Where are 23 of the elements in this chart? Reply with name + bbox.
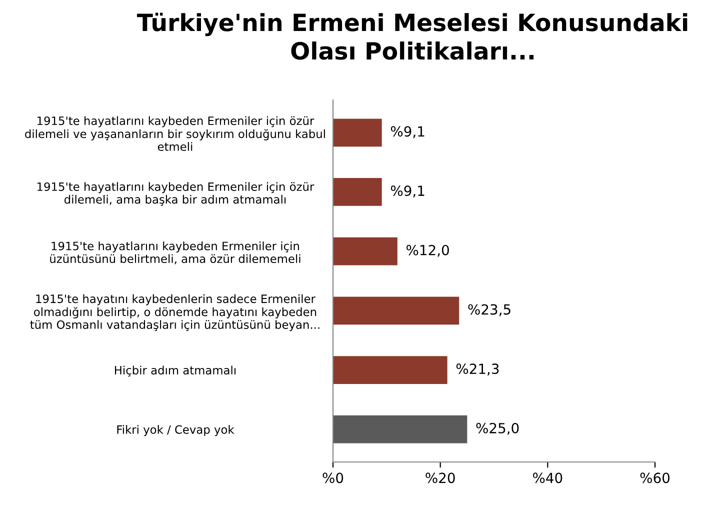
data-label: %9,1 (390, 126, 424, 138)
bar (333, 356, 448, 384)
x-tick-label: %60 (640, 472, 670, 484)
y-tick-label: 1915'te hayatlarını kaybeden Ermeniler için üzüntüsünü belirtmeli, ama özür dilememeli (50, 241, 300, 264)
data-label: %21,3 (456, 364, 499, 376)
data-label: %9,1 (390, 186, 424, 198)
data-label: %25,0 (476, 422, 519, 435)
x-tick-label: %20 (426, 472, 455, 484)
y-tick-label: 1915'te hayatını kaybedenlerin sadece Ermeniler olmadığını belirtip, o dönemde hayatını kaybeden tüm Osmanlı vatandaşları için üzüntüsünü beyan... (30, 294, 320, 332)
bar (333, 415, 468, 444)
bar (333, 296, 460, 325)
y-tick-label: Fikri yok / Cevap yok (117, 425, 234, 436)
chart-title: Türkiye'nin Ermeni Meselesi Konusundaki Olası Politikaları... (136, 12, 688, 60)
bar (333, 237, 398, 266)
data-label: %23,5 (468, 304, 510, 316)
data-label: %12,0 (406, 244, 449, 257)
bar (333, 178, 382, 206)
x-tick-label: %0 (322, 472, 344, 484)
y-tick-label: 1915'te hayatlarını kaybeden Ermeniler için özür dilemeli ve yaşananların bir soykırım olduğunu kabul etmeli (25, 116, 325, 151)
x-tick-label: %40 (533, 472, 562, 484)
y-tick-label: Hiçbir adım atmamalı (114, 366, 236, 377)
y-tick-label: 1915'te hayatlarını kaybeden Ermeniler için özür dilemeli, ama başka bir adım atmamalı (38, 182, 314, 206)
bar (333, 118, 382, 147)
